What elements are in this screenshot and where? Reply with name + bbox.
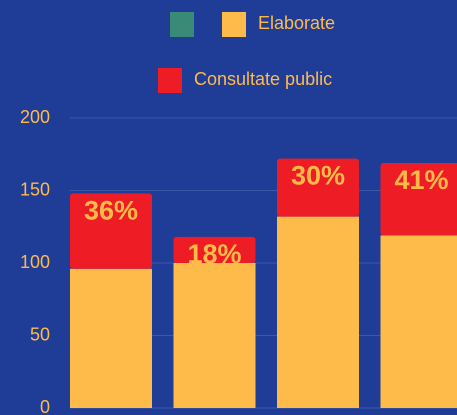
y-tick-label: 150 (20, 179, 50, 199)
y-tick-label: 100 (20, 252, 50, 272)
y-tick-label: 0 (40, 397, 50, 415)
legend-swatch (170, 12, 194, 37)
bar-segment (277, 216, 359, 408)
bar-segment (70, 193, 152, 269)
bar-segment (173, 263, 256, 408)
share-label: 41% (394, 165, 448, 195)
share-label: 18% (187, 239, 241, 269)
legend-swatch (222, 12, 246, 37)
legend-label: Elaborate (258, 13, 335, 33)
bar-segment (70, 268, 152, 408)
share-label: 36% (84, 196, 138, 226)
bar-segment (380, 162, 457, 236)
bar-segment (277, 158, 359, 217)
legend-swatch (158, 68, 182, 93)
y-tick-label: 200 (20, 107, 50, 127)
bar-segment (380, 235, 457, 408)
y-tick-label: 50 (30, 324, 50, 344)
share-label: 30% (291, 161, 345, 191)
legend-label: Consultate public (194, 69, 332, 89)
bar-segment (173, 236, 256, 263)
